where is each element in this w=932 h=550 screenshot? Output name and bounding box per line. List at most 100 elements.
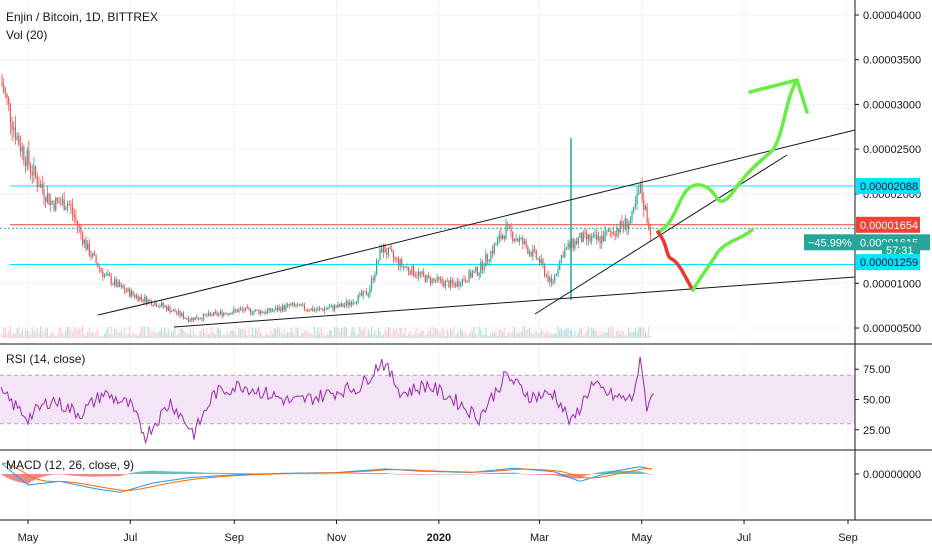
candle-body <box>377 260 379 262</box>
candle-body <box>177 311 179 314</box>
candle-body <box>391 249 393 252</box>
time-tick-label: Mar <box>530 532 549 544</box>
volume-bar <box>1 333 3 338</box>
macd-histogram-bar <box>615 470 617 474</box>
candle-body <box>246 307 248 309</box>
macd-histogram-bar <box>53 474 55 475</box>
candle-body <box>508 224 510 227</box>
macd-histogram-bar <box>557 474 559 477</box>
volume-bar <box>483 334 485 338</box>
candle-body <box>250 308 252 314</box>
macd-histogram-bar <box>533 474 535 475</box>
volume-bar <box>339 331 341 338</box>
candle-body <box>562 255 564 258</box>
macd-histogram-bar <box>137 471 139 474</box>
volume-bar <box>402 333 405 338</box>
candle-body <box>164 306 166 308</box>
candle-body <box>13 127 15 130</box>
candle-body <box>145 296 148 304</box>
candle-body <box>626 218 628 230</box>
volume-bar <box>500 329 502 338</box>
candle-body <box>11 122 13 130</box>
candle-body <box>449 279 452 288</box>
macd-histogram-bar <box>153 470 155 474</box>
macd-histogram-bar <box>481 473 483 474</box>
macd-histogram-bar <box>619 470 621 474</box>
volume-bar <box>512 330 514 338</box>
candle-body <box>623 226 625 228</box>
volume-bar <box>612 329 615 338</box>
volume-bar <box>355 335 358 338</box>
candle-body <box>540 259 542 263</box>
macd-histogram-bar <box>495 472 497 474</box>
macd-histogram-bar <box>645 473 647 474</box>
volume-bar <box>424 335 426 338</box>
macd-histogram-bar <box>521 473 523 475</box>
candle-body <box>460 285 462 287</box>
candle-body <box>599 236 601 244</box>
macd-histogram-bar <box>155 470 157 474</box>
candle-body <box>569 243 571 248</box>
macd-histogram-bar <box>39 474 41 478</box>
macd-histogram-bar <box>317 473 319 475</box>
macd-histogram-bar <box>549 474 551 476</box>
macd-histogram-bar <box>239 473 241 474</box>
candle-body <box>166 306 168 311</box>
candle-body <box>243 309 245 311</box>
candle-body <box>488 260 490 262</box>
candle-body <box>443 282 445 287</box>
candle-body <box>581 232 583 243</box>
macd-histogram-bar <box>183 471 185 474</box>
macd-histogram-bar <box>235 473 237 474</box>
macd-histogram-bar <box>175 471 177 474</box>
volume-bar <box>320 327 322 338</box>
macd-histogram-bar <box>359 473 361 474</box>
macd-histogram-bar <box>383 472 385 474</box>
volume-bar <box>616 331 618 338</box>
volume-bar <box>582 335 584 338</box>
candle-body <box>98 267 101 269</box>
macd-histogram-bar <box>11 474 13 480</box>
volume-bar <box>547 330 549 338</box>
volume-bar <box>549 334 551 338</box>
macd-histogram-bar <box>57 474 59 475</box>
time-tick-label: 2020 <box>427 532 451 544</box>
candle-body <box>154 302 156 306</box>
volume-bar <box>555 333 557 338</box>
candle-body <box>209 312 211 315</box>
macd-histogram-bar <box>415 474 417 475</box>
candle-body <box>110 276 112 284</box>
volume-bar <box>192 327 195 338</box>
candle-body <box>428 275 430 277</box>
candle-body <box>194 317 196 321</box>
macd-histogram-bar <box>227 472 229 474</box>
macd-histogram-bar <box>171 471 173 474</box>
macd-histogram-bar <box>591 473 593 475</box>
candle-body <box>597 236 599 240</box>
candle-body <box>379 248 381 261</box>
macd-histogram-bar <box>351 473 353 474</box>
candle-body <box>525 241 527 247</box>
macd-histogram-bar <box>245 473 247 474</box>
candle-body <box>565 247 568 250</box>
candle-body <box>628 224 630 230</box>
volume-bar <box>347 335 349 338</box>
volume-bar <box>127 333 129 338</box>
macd-histogram-bar <box>331 473 333 475</box>
volume-bar <box>352 326 354 338</box>
candle-body <box>557 269 559 274</box>
volume-bar <box>413 335 415 338</box>
candle-body <box>480 262 482 273</box>
candle-body <box>161 302 163 307</box>
macd-histogram-bar <box>139 471 141 474</box>
volume-bar <box>288 333 290 338</box>
candle-body <box>119 281 121 287</box>
volume-bar <box>298 335 300 338</box>
trendline-left <box>97 294 184 316</box>
rebound-projection-path <box>691 228 754 292</box>
macd-histogram-bar <box>597 472 599 474</box>
candle-body <box>214 312 216 314</box>
macd-histogram-bar <box>403 474 405 475</box>
candle-body <box>223 313 225 316</box>
